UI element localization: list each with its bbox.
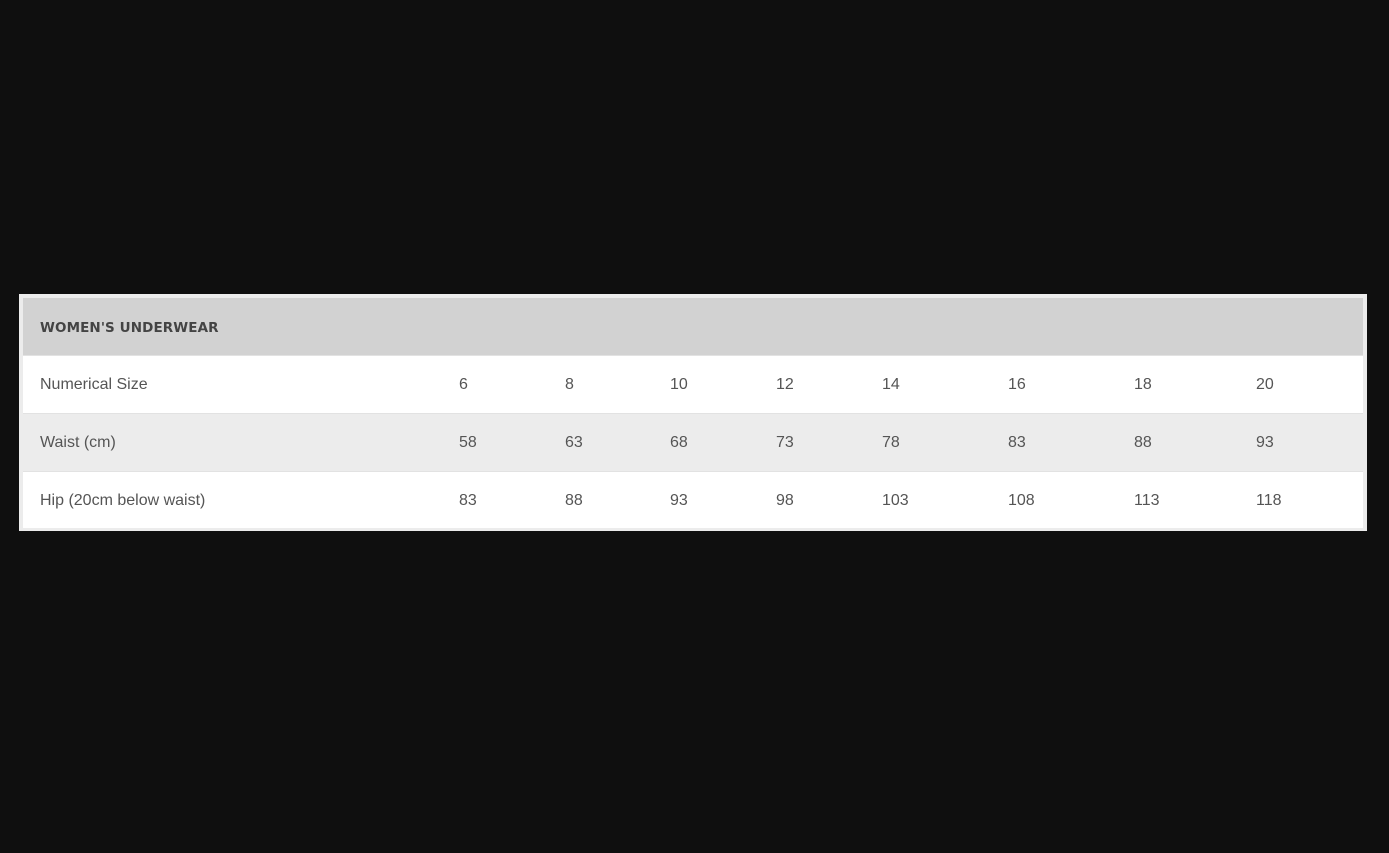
table-cell: 93 [1256, 434, 1274, 451]
table-title: WOMEN'S UNDERWEAR [40, 320, 219, 336]
table-cell: 6 [459, 376, 468, 393]
row-label: Hip (20cm below waist) [40, 492, 206, 509]
row-label: Numerical Size [40, 376, 148, 393]
table-cell: 118 [1256, 492, 1282, 509]
table-cell: 14 [882, 376, 900, 393]
table-cell: 8 [565, 376, 574, 393]
table-cell: 10 [670, 376, 688, 393]
table-header: WOMEN'S UNDERWEAR [23, 298, 1363, 355]
table-cell: 63 [565, 434, 583, 451]
table-cell: 103 [882, 492, 909, 509]
table-row: Waist (cm) 58 63 68 73 78 83 88 93 [23, 413, 1363, 471]
table-cell: 93 [670, 492, 688, 509]
table-cell: 78 [882, 434, 900, 451]
size-chart-table: WOMEN'S UNDERWEAR Numerical Size 6 8 10 12 14… [19, 294, 1367, 531]
table-row: Numerical Size 6 8 10 12 14 16 18 20 [23, 355, 1363, 413]
table-cell: 108 [1008, 492, 1035, 509]
table-cell: 18 [1134, 376, 1152, 393]
table-row: Hip (20cm below waist) 83 88 93 98 103 108 113 1… [23, 471, 1363, 529]
table-cell: 88 [1134, 434, 1152, 451]
table-cell: 98 [776, 492, 794, 509]
table-cell: 88 [565, 492, 583, 509]
table-cell: 73 [776, 434, 794, 451]
table-cell: 12 [776, 376, 794, 393]
table-cell: 20 [1256, 376, 1274, 393]
table-cell: 113 [1134, 492, 1160, 509]
table-cell: 83 [1008, 434, 1026, 451]
table-cell: 68 [670, 434, 688, 451]
table-cell: 58 [459, 434, 477, 451]
table-cell: 83 [459, 492, 477, 509]
row-label: Waist (cm) [40, 434, 116, 451]
table-cell: 16 [1008, 376, 1026, 393]
